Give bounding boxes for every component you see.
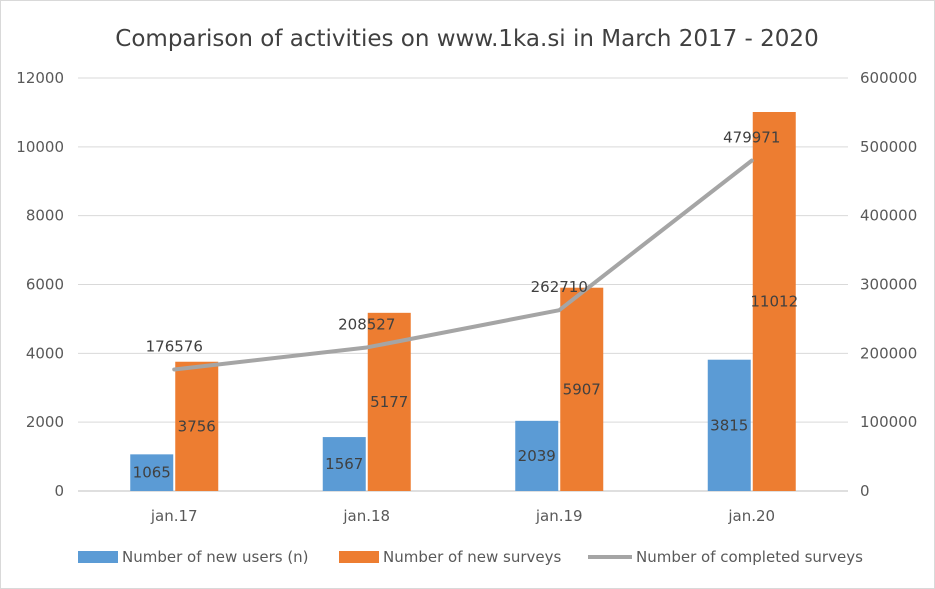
y-left-tick-label: 2000 — [26, 413, 64, 431]
y-right-tick-label: 200000 — [860, 344, 917, 362]
legend-label: Number of completed surveys — [636, 548, 863, 566]
bars — [130, 112, 796, 492]
y-right-tick-label: 400000 — [860, 207, 917, 225]
bar-data-label: 3756 — [178, 417, 216, 435]
line-completed-surveys — [172, 158, 754, 372]
legend-label: Number of new users (n) — [122, 548, 309, 566]
bar-data-label: 3815 — [710, 416, 748, 434]
y-left-tick-label: 0 — [54, 482, 64, 500]
y-left-tick-label: 10000 — [16, 138, 64, 156]
line-data-label: 176576 — [146, 337, 203, 355]
legend-swatch — [78, 551, 118, 563]
y-left-tick-label: 4000 — [26, 344, 64, 362]
y-right-tick-label: 0 — [860, 482, 870, 500]
bar-data-label: 1567 — [325, 455, 363, 473]
y-left-tick-label: 6000 — [26, 276, 64, 294]
bar-new-surveys — [752, 112, 796, 492]
bar-new-users — [515, 420, 559, 491]
bar-new-surveys — [175, 361, 219, 491]
bar-new-users — [707, 359, 751, 491]
bar-data-label: 1065 — [133, 464, 171, 482]
line-data-label: 208527 — [338, 315, 395, 333]
line-data-label: 479971 — [723, 129, 780, 147]
bar-new-users — [130, 454, 174, 491]
y-left-tick-label: 8000 — [26, 207, 64, 225]
x-tick-label: jan.18 — [342, 507, 390, 525]
bar-new-surveys — [560, 287, 604, 491]
line-data-label: 262710 — [531, 278, 588, 296]
y-right-tick-label: 300000 — [860, 276, 917, 294]
chart-title: Comparison of activities on www.1ka.si i… — [115, 26, 818, 52]
data-labels: 1065 1567 2039 3815 3756 5177 5907 11012 176576 2… — [133, 129, 798, 482]
legend-label: Number of new surveys — [383, 548, 561, 566]
bar-new-users — [322, 437, 366, 491]
y-right-tick-label: 500000 — [860, 138, 917, 156]
bar-data-label: 11012 — [750, 293, 798, 311]
y-right-tick-label: 100000 — [860, 413, 917, 431]
x-tick-label: jan.17 — [150, 507, 198, 525]
legend-swatch — [339, 551, 379, 563]
y-right-tick-label: 600000 — [860, 69, 917, 87]
left-axis: 0 2000 4000 6000 8000 10000 12000 — [16, 69, 64, 500]
bar-data-label: 2039 — [518, 447, 556, 465]
x-axis: jan.17 jan.18 jan.19 jan.20 — [150, 507, 775, 525]
x-tick-label: jan.19 — [535, 507, 583, 525]
bar-data-label: 5177 — [370, 393, 408, 411]
legend: Number of new users (n) Number of new sur… — [78, 548, 863, 566]
line-series — [172, 158, 754, 372]
x-tick-label: jan.20 — [727, 507, 775, 525]
right-axis: 0 100000 200000 300000 400000 500000 600000 — [860, 69, 917, 500]
bar-data-label: 5907 — [563, 380, 601, 398]
y-left-tick-label: 12000 — [16, 69, 64, 87]
